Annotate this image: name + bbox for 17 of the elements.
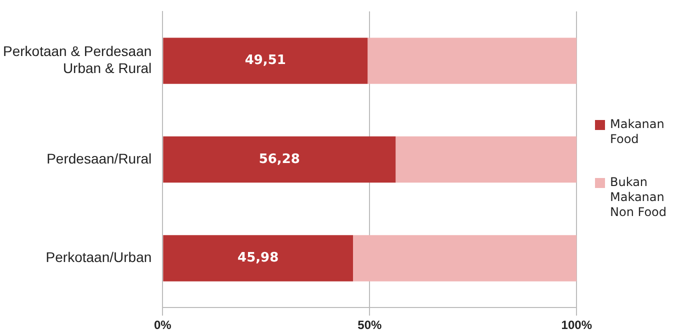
bar (163, 38, 368, 84)
y-tick-label: Perkotaan/Urban (46, 249, 152, 266)
legend-label: Makanan Food (610, 116, 664, 146)
data-label: 45,98 (238, 250, 279, 266)
x-tick-label: 50% (358, 318, 382, 332)
bar (368, 38, 577, 84)
data-label: 49,51 (244, 53, 286, 68)
bar (163, 136, 396, 183)
legend-label: Bukan Makanan Non Food (610, 174, 668, 220)
x-tick-label: 0% (154, 318, 172, 332)
y-tick-label: Perdesaan/Rural (46, 150, 152, 166)
y-tick-label: Perkotaan & Perdesaan Urban & Rural (3, 43, 152, 76)
bar (163, 235, 354, 282)
x-tick-label: 100% (561, 318, 592, 332)
bar (396, 136, 577, 183)
bar (353, 235, 577, 282)
data-label: 56,28 (258, 152, 300, 167)
